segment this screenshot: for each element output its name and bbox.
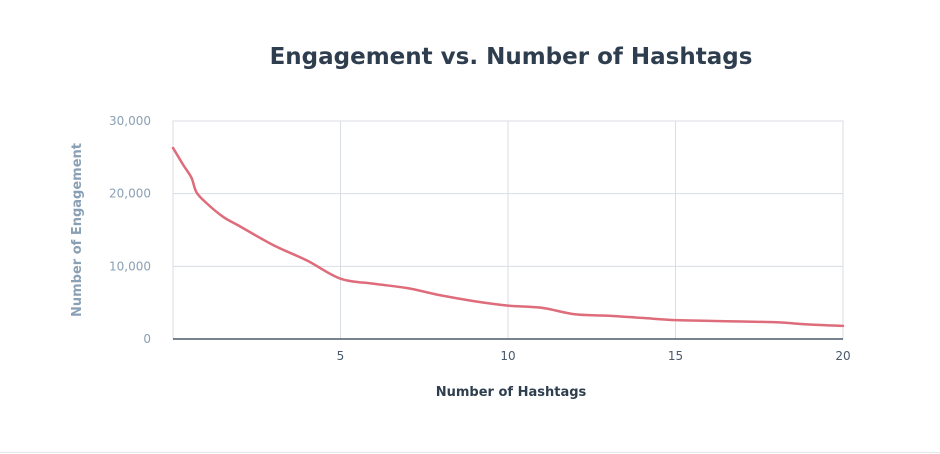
y-axis-label: Number of Engagement: [70, 143, 85, 317]
series-line: [171, 146, 845, 328]
x-tick-label: 5: [337, 349, 345, 363]
x-tick-label: 15: [668, 349, 683, 363]
bottom-divider: [0, 452, 940, 453]
y-tick-label: 10,000: [109, 259, 151, 273]
x-axis-label: Number of Hashtags: [436, 385, 587, 400]
chart-title: Engagement vs. Number of Hashtags: [269, 44, 753, 70]
x-tick-label: 10: [500, 349, 515, 363]
x-tick-label: 20: [835, 349, 850, 363]
y-tick-label: 0: [143, 332, 151, 346]
y-tick-label: 30,000: [109, 114, 151, 128]
series-layer: [171, 146, 845, 328]
axis-layer: 0 10,000 20,000 30,000 5 10 15 20: [109, 114, 851, 363]
y-tick-label: 20,000: [109, 187, 151, 201]
